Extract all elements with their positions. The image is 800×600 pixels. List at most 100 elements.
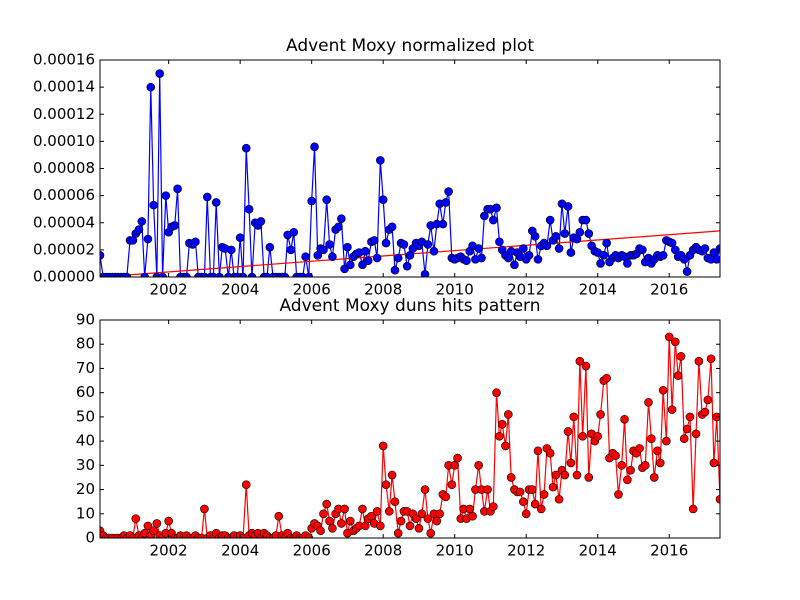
data-point xyxy=(649,473,659,482)
data-point xyxy=(241,480,251,490)
data-point xyxy=(450,461,459,470)
data-point xyxy=(519,497,528,506)
data-point xyxy=(599,251,609,260)
data-point xyxy=(274,511,284,521)
data-point xyxy=(596,410,605,419)
data-point xyxy=(310,142,319,152)
data-point xyxy=(521,509,531,519)
data-point xyxy=(640,461,650,470)
data-point xyxy=(626,465,635,475)
data-point xyxy=(584,473,594,482)
data-point xyxy=(345,260,355,270)
data-point xyxy=(235,233,245,242)
data-point xyxy=(325,240,334,249)
data-point xyxy=(477,253,486,263)
data-point xyxy=(638,245,647,255)
data-point xyxy=(623,259,632,268)
data-point xyxy=(286,245,296,255)
data-point xyxy=(393,253,403,263)
data-point xyxy=(447,480,457,490)
data-point xyxy=(417,509,427,519)
data-point xyxy=(396,516,406,526)
plot-area xyxy=(100,69,720,277)
data-point xyxy=(438,219,448,229)
data-point xyxy=(560,470,570,480)
data-point xyxy=(533,446,543,456)
data-point xyxy=(688,504,698,514)
data-point xyxy=(495,237,504,247)
chart-title: Advent Moxy normalized plot xyxy=(286,36,534,56)
data-point xyxy=(539,490,549,499)
data-point xyxy=(554,244,564,253)
data-point xyxy=(155,69,165,78)
y-tick-label: 60 xyxy=(76,383,95,401)
data-point xyxy=(658,251,668,260)
data-point xyxy=(676,352,686,361)
x-tick-label: 2006 xyxy=(293,281,331,299)
data-point xyxy=(202,192,212,202)
data-point xyxy=(682,267,692,276)
data-point xyxy=(560,229,570,238)
data-point xyxy=(515,487,525,497)
data-point xyxy=(441,492,451,502)
data-point xyxy=(664,332,674,342)
data-point xyxy=(709,458,719,468)
data-point xyxy=(554,494,564,504)
data-point xyxy=(191,237,200,247)
data-point xyxy=(611,451,620,460)
data-point xyxy=(247,272,257,277)
data-point xyxy=(679,434,689,443)
data-point xyxy=(533,255,543,264)
data-point xyxy=(563,202,573,211)
data-point xyxy=(563,427,573,436)
y-tick-label: 70 xyxy=(76,359,95,377)
y-tick-label: 0.00004 xyxy=(33,213,95,231)
data-point xyxy=(504,410,513,419)
data-point xyxy=(146,82,156,92)
data-point xyxy=(361,521,370,531)
data-point xyxy=(462,256,471,266)
axes-frame xyxy=(99,319,721,539)
data-point xyxy=(215,272,224,277)
data-point xyxy=(372,507,382,516)
data-point xyxy=(474,461,483,470)
data-point xyxy=(378,195,388,204)
y-tick-label: 0.00016 xyxy=(33,51,95,69)
data-point xyxy=(122,272,132,277)
x-tick-label: 2008 xyxy=(364,281,402,299)
data-point xyxy=(635,444,644,453)
y-tick-label: 30 xyxy=(76,456,95,474)
data-point xyxy=(441,198,451,207)
data-point xyxy=(420,485,430,494)
data-point xyxy=(614,490,623,499)
data-point xyxy=(506,473,516,482)
data-point xyxy=(131,514,141,523)
data-point xyxy=(238,272,248,277)
data-point xyxy=(444,187,453,196)
y-tick-label: 0.00014 xyxy=(33,78,95,96)
data-point xyxy=(510,260,519,270)
data-point xyxy=(575,227,585,237)
data-point xyxy=(453,453,462,463)
y-tick-label: 40 xyxy=(76,432,95,450)
data-point xyxy=(715,244,720,253)
data-point xyxy=(200,504,209,514)
data-point xyxy=(367,511,376,521)
data-point xyxy=(542,241,552,251)
data-point xyxy=(465,504,475,514)
data-point xyxy=(164,516,173,526)
x-tick-label: 2016 xyxy=(650,542,688,560)
y-tick-label: 0.00008 xyxy=(33,159,95,177)
data-point xyxy=(694,356,704,366)
data-point xyxy=(575,356,585,366)
data-point xyxy=(411,514,421,523)
x-tick-label: 2016 xyxy=(650,281,688,299)
y-tick-label: 0.00002 xyxy=(33,240,95,258)
data-point xyxy=(530,232,540,241)
data-point xyxy=(483,485,492,494)
data-point xyxy=(182,272,191,277)
data-point xyxy=(423,240,433,249)
data-point xyxy=(620,415,629,424)
data-point xyxy=(334,222,343,232)
